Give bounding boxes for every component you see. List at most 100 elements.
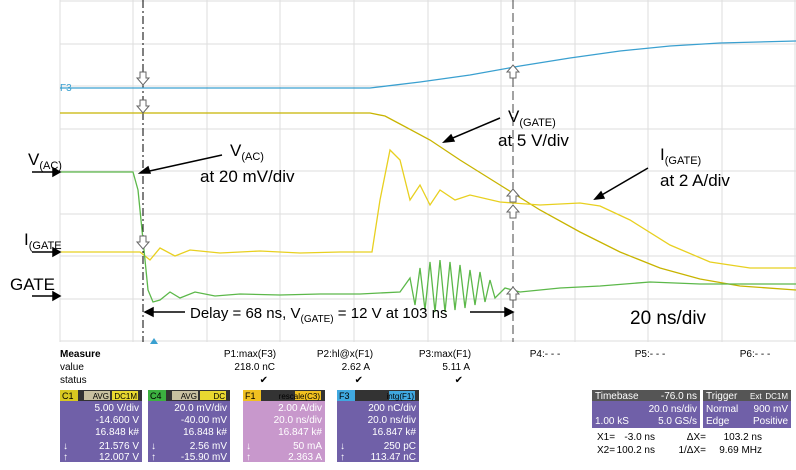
annotation: V(GATE) — [508, 107, 556, 129]
channel-header — [337, 390, 419, 401]
channel-line: 2.00 A/div — [278, 403, 322, 414]
trace-vgate — [60, 112, 796, 291]
trace-label: F3 — [60, 83, 72, 94]
measure-header: Measure — [60, 349, 101, 360]
channel-tag — [148, 390, 166, 401]
measure-header: P5:- - - — [635, 349, 666, 360]
channel-sym: ↓ — [246, 441, 251, 452]
channel-sym: ↑ — [63, 452, 68, 463]
channel-tag-text: intg(F1) — [386, 392, 414, 401]
channel-line: 12.007 V — [99, 452, 139, 463]
channel-tag — [295, 391, 321, 400]
channel-box — [243, 390, 325, 462]
grid — [59, 0, 796, 342]
channel-line: 250 pC — [384, 441, 416, 452]
channel-line: 2.56 mV — [190, 441, 228, 452]
channel-tag-text: DC1M — [114, 392, 137, 401]
label: 5.0 GS/s — [658, 416, 697, 427]
channel-tag-text: DC — [213, 392, 225, 401]
channel-line: -14.600 V — [96, 415, 140, 426]
label: Ext — [750, 392, 762, 401]
label: Edge — [706, 416, 730, 427]
label: 20.0 ns/div — [649, 404, 697, 415]
channel-line: 20.0 ns/div — [368, 415, 416, 426]
annotation: at 5 V/div — [498, 131, 569, 150]
cursor-readout: 100.2 ns — [617, 445, 655, 456]
channel-line: 200 nC/div — [368, 403, 416, 414]
channel-sym: ↓ — [340, 441, 345, 452]
channel-line: 16.848 k# — [95, 427, 139, 438]
cursor-readout: 1/ΔX= — [678, 445, 706, 456]
annotation: 20 ns/div — [630, 308, 707, 329]
annotation: at 20 mV/div — [200, 167, 295, 186]
channel-sym: ↑ — [151, 452, 156, 463]
trigger-header — [703, 390, 791, 401]
annotation: V(AC) — [230, 141, 264, 163]
channel-tag — [389, 391, 415, 400]
measure-header: P4:- - - — [530, 349, 561, 360]
channel-tag — [200, 391, 226, 400]
channel-box — [60, 390, 142, 462]
channel-tag — [112, 391, 138, 400]
channel-sym: ↓ — [63, 441, 68, 452]
channel-line: -40.00 mV — [181, 415, 227, 426]
arrows — [32, 117, 649, 318]
channel-sym: ↓ — [151, 441, 156, 452]
channel-tag — [243, 390, 261, 401]
measure-value: value — [60, 362, 84, 373]
label: 900 mV — [754, 404, 789, 415]
channel-line: 113.47 nC — [371, 452, 416, 463]
cursor-readout: 103.2 ns — [724, 432, 762, 443]
trace-f3 — [60, 40, 796, 89]
channel-line: 16.848 k# — [183, 427, 227, 438]
channel-tag — [337, 390, 355, 401]
measure-status: ✔ — [355, 375, 363, 386]
channel-line: 50 mA — [293, 441, 322, 452]
annotation: GATE — [10, 275, 55, 294]
channel-line: -15.90 mV — [181, 452, 227, 463]
channel-tag-text: rescale(C3) — [279, 392, 321, 401]
measure-header: P3:max(F1) — [419, 349, 471, 360]
channel-tag-text: AVG — [93, 392, 109, 401]
label: -76.0 ns — [661, 391, 697, 402]
annotation: V(AC) — [28, 150, 62, 172]
label: Trigger — [706, 391, 738, 402]
channel-line: 21.576 V — [99, 441, 139, 452]
trace-vac — [60, 171, 796, 313]
channel-sym: ↑ — [340, 452, 345, 463]
cursor-readout: 9.69 MHz — [719, 445, 762, 456]
channel-name: F1 — [245, 391, 256, 401]
measure-status: ✔ — [455, 375, 463, 386]
measure-header: P1:max(F3) — [224, 349, 276, 360]
channel-tag — [60, 390, 78, 401]
channel-name: C1 — [62, 391, 74, 401]
channel-name: C4 — [150, 391, 162, 401]
channel-line: 5.00 V/div — [95, 403, 139, 414]
cursor-readout: ΔX= — [687, 432, 706, 443]
trace-igate — [60, 148, 796, 269]
channel-header — [243, 390, 325, 401]
label: Timebase — [595, 391, 639, 402]
timebase-header — [592, 390, 700, 401]
label: DC1M — [765, 392, 788, 401]
channel-line: 16.847 k# — [372, 427, 416, 438]
channel-line: 20.0 mV/div — [174, 403, 227, 414]
channel-tag-text: AVG — [181, 392, 197, 401]
measure-header: P2:hl@x(F1) — [317, 349, 373, 360]
label: Positive — [753, 416, 788, 427]
channel-sym: ↑ — [246, 452, 251, 463]
annotation: at 2 A/div — [660, 171, 730, 190]
measure-value: 5.11 A — [442, 362, 470, 373]
channel-box — [337, 390, 419, 462]
measure-status: ✔ — [260, 375, 268, 386]
measure-value: 218.0 nC — [234, 362, 275, 373]
cursor-readout: -3.0 ns — [624, 432, 655, 443]
label: Normal — [706, 404, 738, 415]
measure-status: status — [60, 375, 87, 386]
label: 1.00 kS — [595, 416, 629, 427]
channel-name: F3 — [339, 391, 350, 401]
cursor-readout: X2= — [597, 445, 615, 456]
channel-tag — [84, 391, 110, 400]
annotation: I(GATE — [24, 230, 62, 252]
